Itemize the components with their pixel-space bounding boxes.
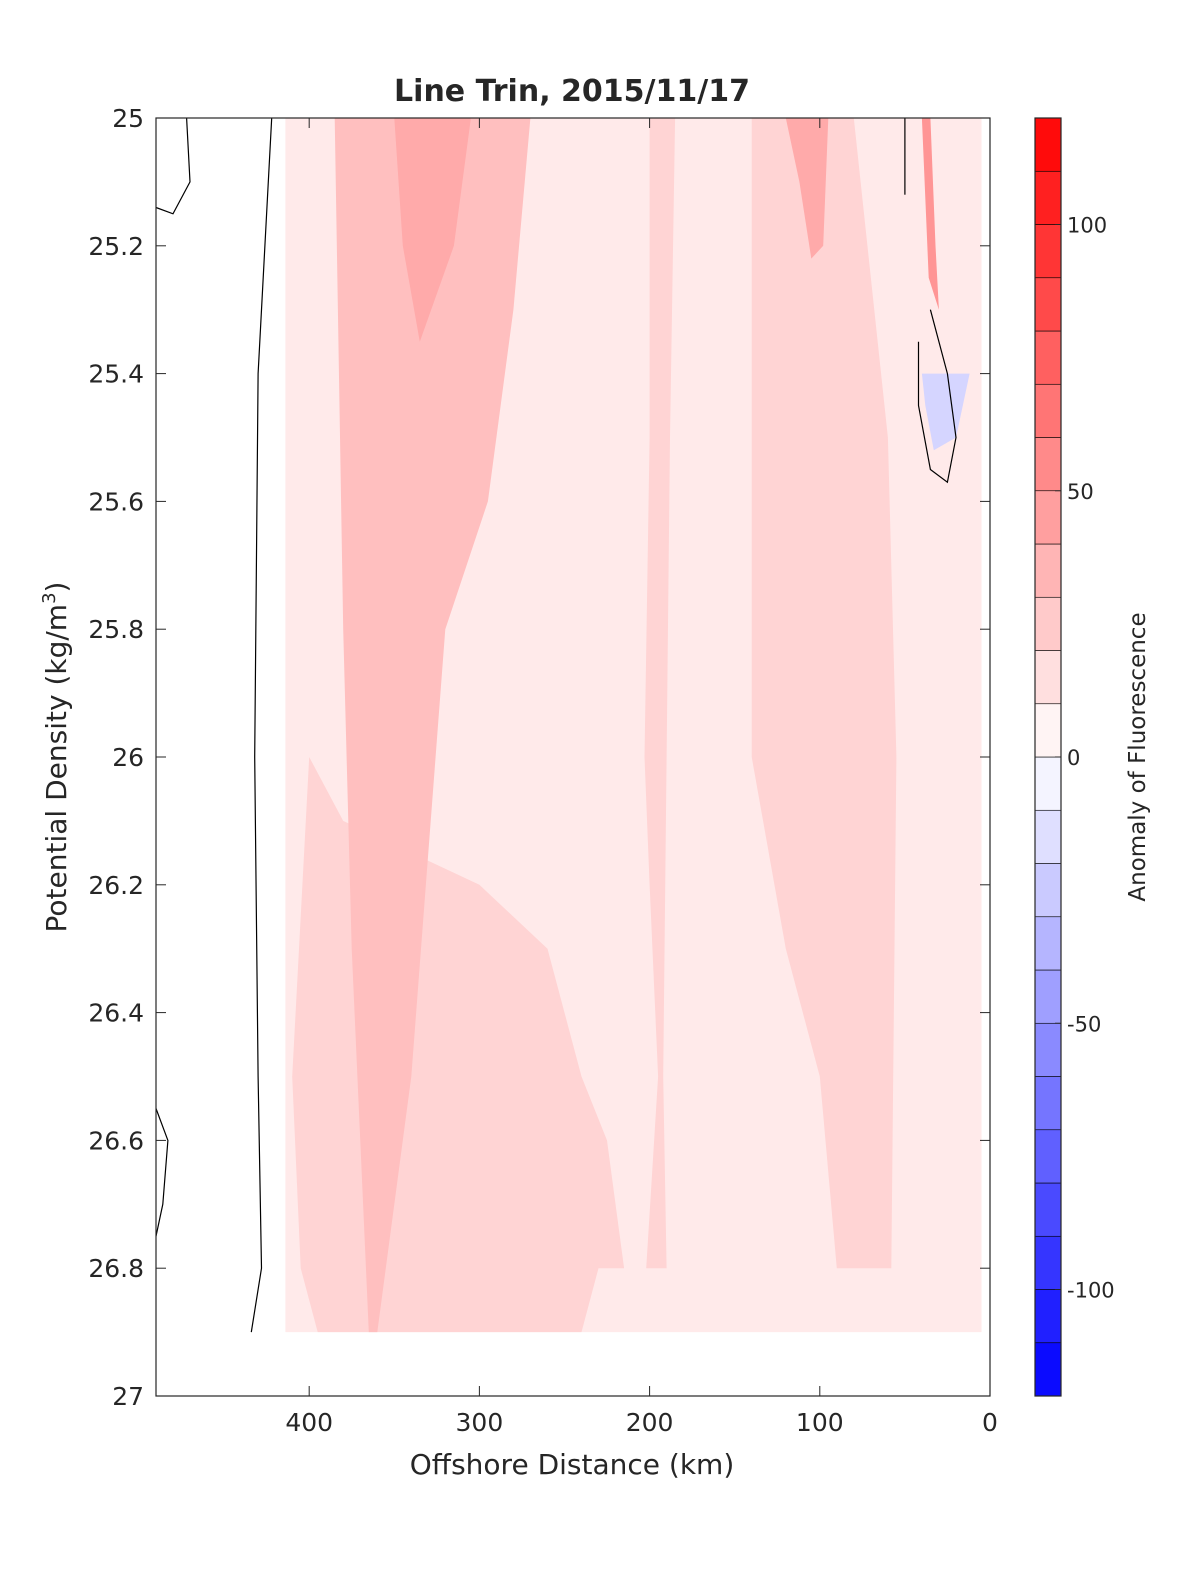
anomaly-region-7: [921, 118, 939, 310]
x-tick-label: 100: [796, 1408, 844, 1437]
colorbar-bin: [1034, 809, 1062, 864]
zero-contour-lines: [155, 117, 957, 1333]
colorbar-bin: [1034, 277, 1062, 332]
x-axis-label: Offshore Distance (km): [410, 1448, 735, 1481]
y-tick-label: 25.2: [88, 232, 144, 261]
colorbar-bin: [1034, 170, 1062, 225]
colorbar-bin: [1034, 863, 1062, 918]
zero-contour-line-0: [155, 117, 191, 215]
colorbar-bin: [1034, 1342, 1062, 1397]
anomaly-region-5: [394, 118, 471, 342]
y-axis-label: Potential Density (kg/m3): [39, 582, 73, 933]
colorbar-bin: [1034, 703, 1062, 758]
x-tick-label: 400: [285, 1408, 333, 1437]
colorbar-bin: [1034, 224, 1062, 279]
y-tick-label: 27: [112, 1382, 144, 1411]
colorbar-bin: [1034, 383, 1062, 438]
y-tick-label: 26.2: [88, 871, 144, 900]
colorbar-tick-label: 0: [1067, 746, 1080, 770]
plot-area: 400 300 200 100 0 25 25.2 25.4 25.6 25.8 26 26.2 26…: [88, 104, 998, 1437]
colorbar-bin: [1034, 1022, 1062, 1077]
colorbar-bin: [1034, 756, 1062, 811]
colorbar-tick-label: -100: [1067, 1279, 1115, 1303]
colorbar-bin: [1034, 330, 1062, 385]
colorbar-bin: [1034, 117, 1062, 172]
y-tick-label: 26.6: [88, 1126, 144, 1155]
x-tick-label: 0: [982, 1408, 998, 1437]
x-tick-label: 200: [626, 1408, 674, 1437]
anomaly-region-3: [751, 118, 897, 1269]
colorbar-tick-label: -50: [1067, 1012, 1101, 1036]
colorbar-tick-label: 50: [1067, 480, 1094, 504]
y-tick-label: 25.6: [88, 487, 144, 516]
colorbar-label: Anomaly of Fluorescence: [1125, 612, 1151, 901]
y-tick-label: 25.8: [88, 615, 144, 644]
y-tick-label: 25: [112, 104, 144, 133]
x-tick-label: 300: [456, 1408, 504, 1437]
colorbar-bin: [1034, 1289, 1062, 1344]
chart-title: Line Trin, 2015/11/17: [394, 74, 750, 109]
anomaly-region-4: [334, 118, 531, 1333]
colorbar-bin: [1034, 543, 1062, 598]
zero-contour-line-2: [155, 1108, 169, 1237]
colorbar-bin: [1034, 1182, 1062, 1237]
y-tick-label: 26.4: [88, 999, 144, 1028]
zero-contour-line-4: [917, 309, 957, 484]
zero-contour-line-1: [250, 117, 273, 1333]
y-tick-label: 25.4: [88, 360, 144, 389]
anomaly-fields: [285, 118, 982, 1333]
colorbar-bin: [1034, 1076, 1062, 1131]
colorbar-bin: [1034, 969, 1062, 1024]
y-axis-label-superscript: 3: [39, 592, 60, 603]
colorbar-bin: [1034, 1235, 1062, 1290]
colorbar-bin: [1034, 490, 1062, 545]
colorbar-bin: [1034, 650, 1062, 705]
y-tick-label: 26: [112, 743, 144, 772]
y-axis-label-close: ): [40, 582, 73, 593]
colorbar-bin: [1034, 596, 1062, 651]
y-tick-label: 26.8: [88, 1254, 144, 1283]
x-axis-ticks: 400 300 200 100 0: [285, 118, 998, 1437]
colorbar-bin: [1034, 916, 1062, 971]
y-axis-label-main: Potential Density (kg/m: [40, 604, 73, 933]
y-axis-ticks: 25 25.2 25.4 25.6 25.8 26 26.2 26.4 26.6 26.8 27: [88, 104, 990, 1411]
anomaly-region-6: [785, 118, 829, 259]
colorbar-bin: [1034, 437, 1062, 492]
colorbar-tick-label: 100: [1067, 214, 1107, 238]
colorbar-ticks: 100 50 0 -50 -100: [1055, 214, 1115, 1303]
colorbar-bin: [1034, 1129, 1062, 1184]
colorbar: [1034, 117, 1062, 1397]
anomaly-region-8: [921, 373, 970, 451]
